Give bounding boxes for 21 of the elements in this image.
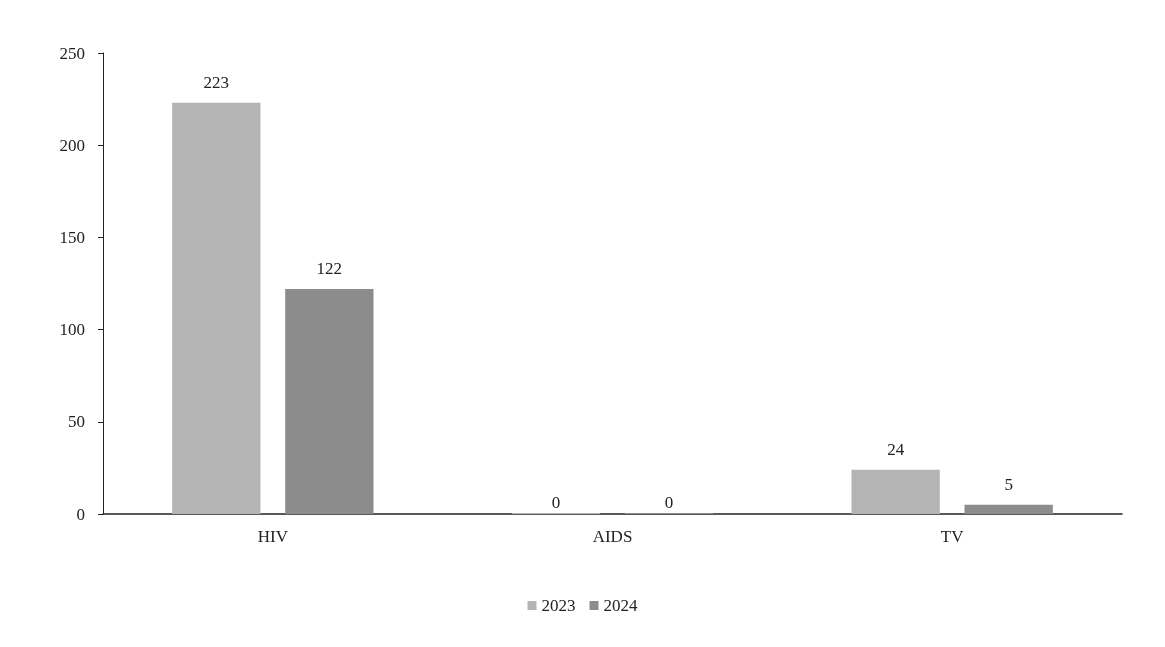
x-tick-label: AIDS [592, 527, 633, 546]
bar [172, 102, 261, 514]
data-label: 24 [887, 439, 905, 459]
y-tick-label: 50 [68, 412, 85, 432]
data-label: 5 [1004, 474, 1013, 494]
y-tick-label: 250 [59, 43, 85, 63]
data-label: 0 [551, 493, 561, 512]
x-tick-label: TV [940, 527, 965, 546]
x-tick-label: HIV [257, 527, 289, 546]
legend-label: 2024 [603, 596, 638, 615]
bar [285, 289, 374, 514]
data-label: 122 [316, 259, 343, 279]
y-tick-label: 100 [59, 320, 85, 340]
y-tick-label: 150 [59, 227, 85, 247]
bar [964, 504, 1053, 514]
legend-label: 2023 [541, 596, 576, 615]
y-tick-label: 200 [59, 135, 85, 155]
data-label: 223 [203, 72, 230, 92]
bar [851, 469, 940, 514]
data-label: 0 [664, 493, 674, 512]
y-tick-label: 0 [76, 504, 85, 524]
